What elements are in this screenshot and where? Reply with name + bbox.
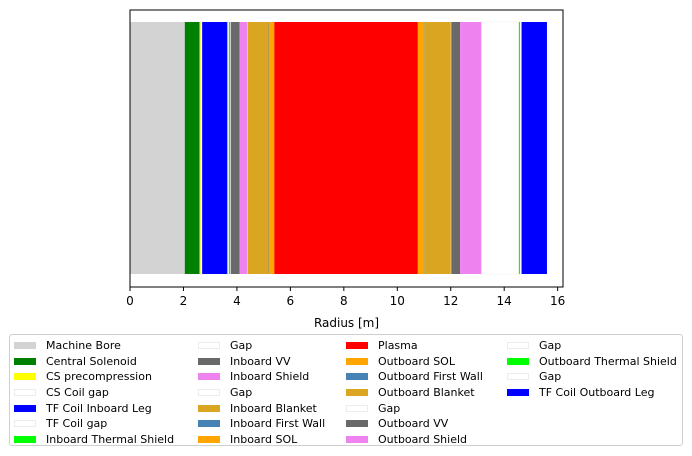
legend-swatch bbox=[346, 436, 368, 444]
legend-label: Outboard Shield bbox=[378, 433, 468, 447]
legend-label: Outboard First Wall bbox=[378, 370, 483, 384]
x-axis: 0 2 4 6 8 10 12 14 16 bbox=[126, 287, 565, 308]
bar-segment-inboard-vv-8 bbox=[230, 22, 240, 274]
bar-segment-outboard-vv-19 bbox=[451, 22, 461, 274]
legend: Machine Bore Central Solenoid CS precompre… bbox=[9, 334, 683, 446]
bar-segment-gap-7 bbox=[229, 21, 232, 275]
legend-swatch bbox=[198, 373, 220, 381]
legend-swatch bbox=[198, 389, 220, 397]
legend-swatch bbox=[198, 420, 220, 428]
legend-label: CS Coil gap bbox=[46, 386, 109, 400]
x-tick-label: 4 bbox=[233, 294, 241, 308]
x-tick-label: 16 bbox=[550, 294, 565, 308]
legend-swatch bbox=[346, 342, 368, 349]
x-tick-label: 14 bbox=[497, 294, 512, 308]
radial-build-chart: 0 2 4 6 8 10 12 14 16 Radius [m] bbox=[126, 9, 565, 330]
bar-segment-inboard-first-wall-12 bbox=[267, 22, 269, 274]
legend-label: Outboard Thermal Shield bbox=[539, 354, 677, 368]
legend-label: Gap bbox=[230, 386, 253, 400]
legend-label: Machine Bore bbox=[46, 339, 121, 352]
bar-segment-cs-precompression-2 bbox=[199, 22, 201, 274]
bar-segment-tf-coil-gap-5 bbox=[227, 21, 230, 275]
legend-label: Central Solenoid bbox=[46, 354, 137, 368]
bar-segment-central-solenoid-1 bbox=[184, 22, 200, 274]
legend-swatch bbox=[507, 373, 529, 381]
legend-swatch bbox=[198, 404, 220, 412]
bar-segment-inboard-sol-13 bbox=[268, 22, 275, 274]
bar-segment-gap-21 bbox=[481, 21, 520, 275]
bar-segment-inboard-shield-9 bbox=[239, 22, 248, 274]
bar-segment-outboard-thermal-shield-22 bbox=[518, 22, 521, 274]
legend-label: Inboard Thermal Shield bbox=[46, 433, 175, 447]
bar-segment-cs-coil-gap-3 bbox=[200, 21, 203, 275]
bar-segment-machine-bore-0 bbox=[130, 22, 185, 274]
legend-label: Outboard Blanket bbox=[378, 386, 475, 400]
legend-label: Inboard SOL bbox=[230, 433, 298, 447]
legend-label: Gap bbox=[539, 339, 562, 352]
legend-swatch bbox=[198, 436, 220, 444]
legend-label: Inboard Shield bbox=[230, 370, 310, 384]
legend-swatch bbox=[346, 357, 368, 365]
legend-label: Gap bbox=[539, 370, 562, 384]
legend-label: TF Coil Inboard Leg bbox=[46, 401, 152, 415]
legend-label: Inboard First Wall bbox=[230, 417, 326, 431]
legend-swatch bbox=[14, 420, 36, 428]
x-tick-label: 12 bbox=[443, 294, 458, 308]
x-tick-label: 10 bbox=[390, 294, 405, 308]
x-tick-label: 0 bbox=[126, 294, 134, 308]
legend-swatch bbox=[14, 436, 36, 444]
plot-frame bbox=[129, 9, 564, 288]
x-tick-label: 8 bbox=[340, 294, 348, 308]
legend-label: Outboard VV bbox=[378, 417, 449, 431]
legend-swatch bbox=[198, 342, 220, 349]
legend-swatch bbox=[507, 357, 529, 365]
legend-label: Gap bbox=[378, 401, 401, 415]
bar-segment-outboard-sol-15 bbox=[417, 22, 424, 274]
legend-label: TF Coil Outboard Leg bbox=[539, 386, 655, 400]
legend-label: Gap bbox=[230, 339, 253, 352]
legend-swatch bbox=[14, 404, 36, 412]
legend-label: Inboard VV bbox=[230, 354, 291, 368]
legend-swatch bbox=[14, 357, 36, 365]
legend-swatch bbox=[346, 404, 368, 412]
legend-swatch bbox=[346, 373, 368, 381]
legend-label: CS precompression bbox=[46, 370, 152, 384]
legend-swatch bbox=[346, 389, 368, 397]
legend-swatch bbox=[14, 373, 36, 381]
legend-swatch bbox=[507, 342, 529, 349]
bar-segment-outboard-first-wall-16 bbox=[423, 22, 425, 274]
legend-swatch bbox=[346, 420, 368, 428]
bar-segment-outboard-blanket-17 bbox=[424, 22, 452, 274]
x-tick-label: 2 bbox=[180, 294, 188, 308]
bar-segment-gap-23 bbox=[519, 21, 522, 275]
bar-segment-tf-coil-outboard-leg-24 bbox=[521, 22, 547, 274]
legend-swatch bbox=[507, 389, 529, 397]
bar-segment-inboard-blanket-11 bbox=[247, 22, 268, 274]
legend-swatch bbox=[14, 389, 36, 397]
x-axis-label: Radius [m] bbox=[314, 316, 379, 330]
legend-label: Outboard SOL bbox=[378, 354, 455, 368]
x-tick-label: 6 bbox=[287, 294, 295, 308]
bar-segment-tf-coil-inboard-leg-4 bbox=[202, 22, 228, 274]
stacked-bars bbox=[130, 21, 547, 275]
bar-segment-plasma-14 bbox=[274, 22, 418, 274]
legend-swatch bbox=[198, 357, 220, 365]
legend-swatch bbox=[14, 342, 36, 349]
bar-segment-inboard-thermal-shield-6 bbox=[228, 22, 231, 274]
legend-label: Plasma bbox=[378, 339, 418, 352]
legend-label: TF Coil gap bbox=[46, 417, 108, 431]
bar-segment-outboard-shield-20 bbox=[460, 22, 482, 274]
legend-label: Inboard Blanket bbox=[230, 401, 317, 415]
